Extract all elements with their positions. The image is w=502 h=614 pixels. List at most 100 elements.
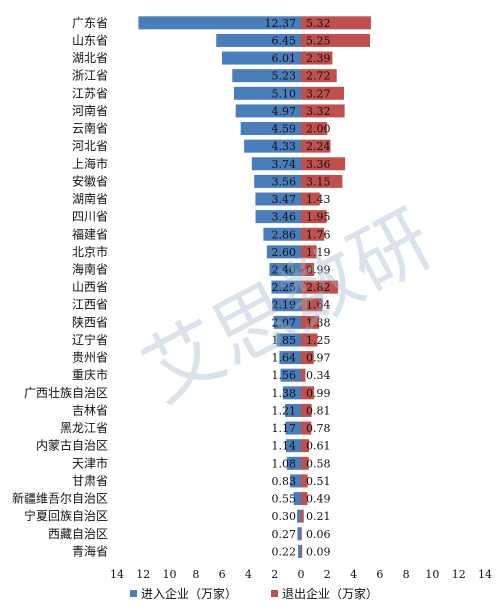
- x-tick-label: 12: [136, 568, 150, 581]
- data-label-exiting: 0.06: [306, 528, 331, 541]
- x-tick-label: 14: [478, 568, 492, 581]
- category-label: 广东省: [72, 16, 108, 30]
- bar-entering: [285, 421, 301, 435]
- bar-entering: [271, 280, 301, 294]
- category-label: 宁夏回族自治区: [24, 508, 108, 523]
- bar-exiting: [301, 351, 314, 365]
- data-label-entering: 0.27: [272, 528, 297, 541]
- bar-entering: [263, 227, 301, 241]
- data-label-entering: 0.22: [272, 545, 297, 558]
- data-label-entering: 1.14: [272, 440, 297, 453]
- category-label: 河北省: [72, 139, 108, 153]
- x-tick-label: 14: [110, 568, 124, 581]
- data-label-exiting: 3.27: [306, 87, 331, 100]
- legend-label: 进入企业（万家）: [141, 586, 237, 601]
- bar-entering: [298, 544, 301, 558]
- data-label-exiting: 3.36: [306, 158, 331, 171]
- x-tick-label: 12: [452, 568, 466, 581]
- bar-entering: [235, 104, 301, 118]
- data-label-exiting: 1.38: [306, 316, 331, 329]
- data-label-exiting: 0.09: [306, 545, 331, 558]
- category-label: 上海市: [72, 156, 108, 171]
- category-label: 四川省: [72, 210, 108, 224]
- bar-entering: [297, 527, 301, 541]
- bar-exiting: [301, 509, 304, 523]
- bar-exiting: [301, 122, 328, 136]
- data-label-exiting: 0.99: [306, 263, 331, 276]
- data-label-exiting: 1.25: [306, 334, 331, 347]
- data-label-entering: 1.64: [272, 352, 297, 365]
- data-label-entering: 4.97: [272, 105, 297, 118]
- bar-exiting: [301, 492, 308, 506]
- data-label-entering: 2.25: [272, 281, 297, 294]
- bar-exiting: [301, 280, 339, 294]
- category-label: 山东省: [72, 33, 108, 47]
- x-tick-label: 4: [245, 568, 252, 581]
- category-label: 福建省: [72, 226, 108, 241]
- data-label-exiting: 0.34: [306, 369, 331, 382]
- bar-entering: [285, 403, 301, 417]
- x-tick-label: 6: [219, 568, 226, 581]
- data-label-exiting: 0.49: [306, 493, 331, 506]
- bar-exiting: [301, 104, 345, 118]
- category-label: 天津市: [72, 455, 108, 470]
- category-label: 重庆市: [72, 367, 108, 382]
- category-label: 内蒙古自治区: [36, 438, 108, 453]
- data-label-exiting: 5.32: [306, 17, 331, 30]
- data-label-entering: 0.30: [272, 510, 297, 523]
- bar-exiting: [301, 174, 343, 188]
- data-label-exiting: 3.32: [306, 105, 331, 118]
- category-label: 辽宁省: [72, 332, 108, 347]
- data-label-exiting: 0.58: [306, 457, 331, 470]
- category-labels: 广东省山东省湖北省浙江省江苏省河南省云南省河北省上海市安徽省湖南省四川省福建省北…: [12, 16, 108, 559]
- bar-entering: [254, 174, 301, 188]
- data-label-entering: 3.56: [272, 175, 297, 188]
- legend: 进入企业（万家） 退出企业（万家）: [130, 586, 378, 601]
- data-label-entering: 0.55: [272, 493, 297, 506]
- data-label-entering: 3.47: [272, 193, 297, 206]
- x-axis: 14 12 10 8 6 4 2 0 2 4 6 8 10 12 14: [110, 568, 492, 581]
- bar-entering: [138, 16, 301, 30]
- category-label: 江西省: [72, 298, 108, 312]
- category-label: 北京市: [72, 244, 108, 259]
- category-label: 山西省: [72, 280, 108, 294]
- data-label-exiting: 0.21: [306, 510, 331, 523]
- data-label-exiting: 2.39: [306, 52, 331, 65]
- bar-exiting: [301, 527, 302, 541]
- bar-exiting: [301, 439, 310, 453]
- bar-entering: [282, 386, 301, 400]
- category-label: 河南省: [72, 103, 108, 118]
- category-label: 云南省: [72, 121, 108, 136]
- data-label-entering: 12.37: [265, 17, 297, 30]
- data-label-entering: 2.86: [272, 228, 297, 241]
- data-label-entering: 0.83: [272, 475, 297, 488]
- data-label-exiting: 3.15: [306, 175, 331, 188]
- bar-exiting: [301, 386, 315, 400]
- x-tick-label: 6: [376, 568, 383, 581]
- bar-exiting: [301, 315, 320, 329]
- bar-entering: [266, 245, 301, 259]
- bar-exiting: [301, 333, 318, 347]
- data-label-entering: 1.38: [272, 387, 297, 400]
- bar-entering: [276, 333, 301, 347]
- x-tick-label: 2: [324, 568, 331, 581]
- bar-exiting: [301, 421, 312, 435]
- data-label-entering: 1.17: [272, 422, 297, 435]
- bar-exiting: [301, 69, 337, 83]
- bar-exiting: [301, 157, 346, 171]
- category-label: 西藏自治区: [48, 527, 108, 541]
- bar-exiting: [301, 139, 331, 153]
- bar-exiting: [301, 51, 333, 65]
- bar-exiting: [301, 368, 306, 382]
- category-label: 广西壮族自治区: [24, 386, 108, 400]
- bar-exiting: [301, 544, 303, 558]
- bar-exiting: [301, 33, 370, 47]
- data-label-exiting: 1.64: [306, 299, 331, 312]
- data-label-exiting: 2.72: [306, 70, 331, 83]
- x-tick-label: 2: [271, 568, 278, 581]
- bar-entering: [286, 456, 301, 470]
- category-label: 甘肃省: [72, 474, 108, 488]
- bar-entering: [233, 86, 301, 100]
- x-tick-label: 0: [298, 568, 305, 581]
